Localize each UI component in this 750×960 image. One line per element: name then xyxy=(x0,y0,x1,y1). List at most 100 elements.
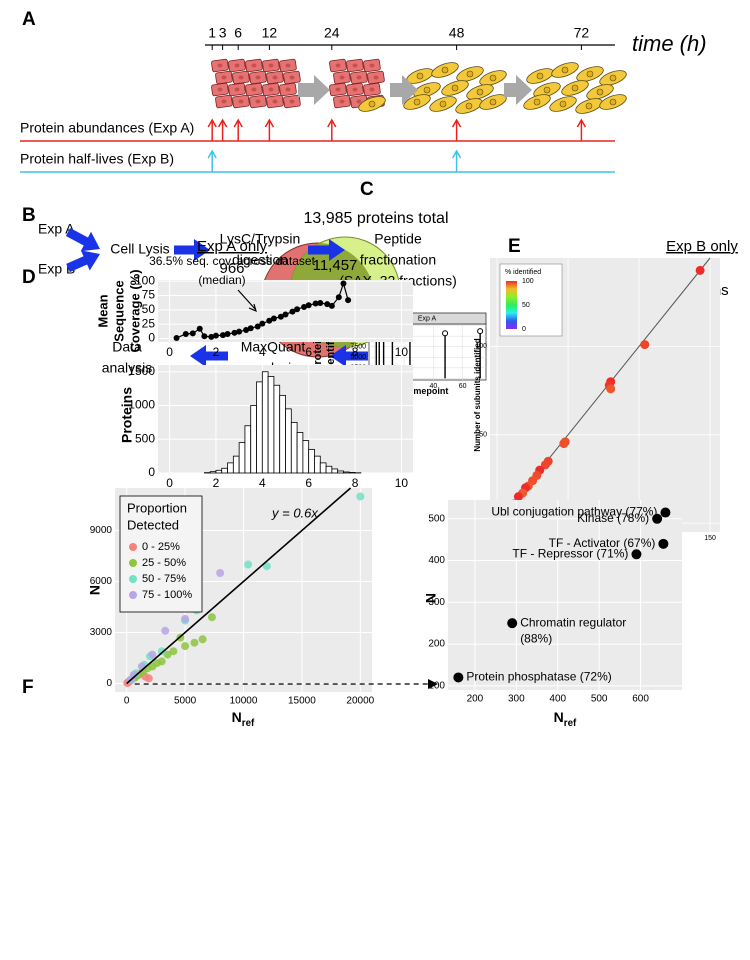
point xyxy=(247,325,254,332)
x-tick-label: 2 xyxy=(213,345,220,359)
y-tick-label: 50 xyxy=(479,432,487,439)
zoom-arrow-head xyxy=(428,679,438,689)
process-arrow xyxy=(298,75,330,105)
cell-nucleus xyxy=(217,87,223,92)
cell-nucleus xyxy=(373,75,379,80)
time-tick-label: 48 xyxy=(449,25,465,41)
legend-swatch xyxy=(129,575,137,583)
track-label: Protein abundances (Exp A) xyxy=(20,120,194,136)
legend-title: Proportion xyxy=(127,500,187,515)
cell-nucleus xyxy=(255,75,261,80)
point xyxy=(201,333,208,340)
annotation: (median) xyxy=(198,273,245,287)
point xyxy=(660,507,671,518)
step-label: LysC/Trypsin xyxy=(220,231,301,247)
point xyxy=(163,650,172,659)
legend-swatch xyxy=(129,591,137,599)
sample-arrow xyxy=(233,118,243,141)
cell-nucleus xyxy=(339,99,345,104)
panel-label: D xyxy=(22,267,36,288)
cell-nucleus xyxy=(369,87,375,92)
histogram-bar xyxy=(348,472,356,474)
point xyxy=(277,313,284,320)
y-tick-label: 100 xyxy=(135,273,155,287)
colorbar-tick-label: 0 xyxy=(522,326,526,333)
venn-total: 13,985 proteins total xyxy=(304,210,449,227)
cell-nucleus xyxy=(238,75,244,80)
cell-nucleus xyxy=(335,63,341,68)
y-tick-label: 9000 xyxy=(90,525,113,536)
point-label: Protein phosphatase (72%) xyxy=(466,670,611,684)
facet-title: Exp A xyxy=(418,315,437,322)
point xyxy=(216,569,225,577)
point xyxy=(652,513,663,524)
lollipop-head xyxy=(477,328,484,335)
histogram-bar xyxy=(325,465,333,474)
point xyxy=(189,330,196,337)
y-axis-title: Proteins xyxy=(119,387,135,443)
histogram-bar xyxy=(238,442,246,474)
cell-nucleus xyxy=(543,86,551,94)
cell-nucleus xyxy=(441,66,449,74)
point xyxy=(243,326,250,333)
histogram-bar xyxy=(337,470,344,474)
sample-arrow xyxy=(451,118,462,141)
cell-nucleus xyxy=(369,63,375,68)
step-label: analysis xyxy=(102,360,153,376)
point-label: TF - Activator (67%) xyxy=(549,536,656,550)
x-axis-title: Nref xyxy=(554,709,577,729)
sample-arrow xyxy=(207,149,217,172)
cell-nucleus xyxy=(356,99,362,104)
point xyxy=(289,308,296,315)
histogram-bar xyxy=(209,471,217,474)
cell-nucleus xyxy=(268,63,274,68)
histogram-bar xyxy=(302,440,310,474)
legend-label: 50 - 75% xyxy=(142,573,186,585)
colorbar-tick-label: 100 xyxy=(522,278,534,285)
x-tick-label: 400 xyxy=(549,694,566,705)
y-tick-label: 500 xyxy=(135,431,155,445)
y-tick-label: 6000 xyxy=(90,576,113,587)
plot-background xyxy=(448,500,682,690)
x-tick-label: 0 xyxy=(166,345,173,359)
cell-nucleus xyxy=(339,75,345,80)
histogram-bar xyxy=(227,462,234,474)
point xyxy=(356,492,365,501)
flow-arrow xyxy=(308,239,345,261)
x-axis-title: Nref xyxy=(232,709,255,729)
flow-arrow xyxy=(66,250,100,273)
histogram-bar xyxy=(273,384,281,474)
x-axis-title-part: ref xyxy=(242,717,255,728)
point xyxy=(507,618,518,629)
point xyxy=(157,647,166,656)
point xyxy=(695,265,705,275)
point-label: Chromatin regulator xyxy=(520,615,626,629)
step-label: Cell Lysis xyxy=(110,241,169,257)
step-label: Data xyxy=(112,339,142,355)
point-label: Ubl conjugation pathway (77%) xyxy=(491,505,657,519)
cell-nucleus xyxy=(533,98,541,106)
venn-label: Exp B only xyxy=(666,238,738,255)
cell-nucleus xyxy=(571,84,579,92)
x-axis-title-part: N xyxy=(554,709,564,725)
process-arrow xyxy=(390,75,418,105)
histogram-bar xyxy=(343,471,350,474)
point-label: (88%) xyxy=(520,631,552,645)
point xyxy=(169,647,178,656)
histogram-bar xyxy=(319,462,327,474)
point xyxy=(294,306,301,313)
x-axis-title-part: ref xyxy=(564,717,577,728)
annotation-arrow xyxy=(237,289,257,313)
point xyxy=(262,562,271,571)
point xyxy=(317,299,324,306)
x-tick-label: 60 xyxy=(459,383,467,390)
sample-arrow xyxy=(207,118,217,141)
y-tick-label: 1000 xyxy=(128,398,155,412)
cell-nucleus xyxy=(238,99,244,104)
legend-swatch xyxy=(129,559,137,567)
legend-label: 0 - 25% xyxy=(142,541,180,553)
flow-arrow xyxy=(190,345,228,367)
y-tick-label: 300 xyxy=(428,597,445,608)
point xyxy=(305,302,312,309)
panel-label: C xyxy=(360,179,374,200)
